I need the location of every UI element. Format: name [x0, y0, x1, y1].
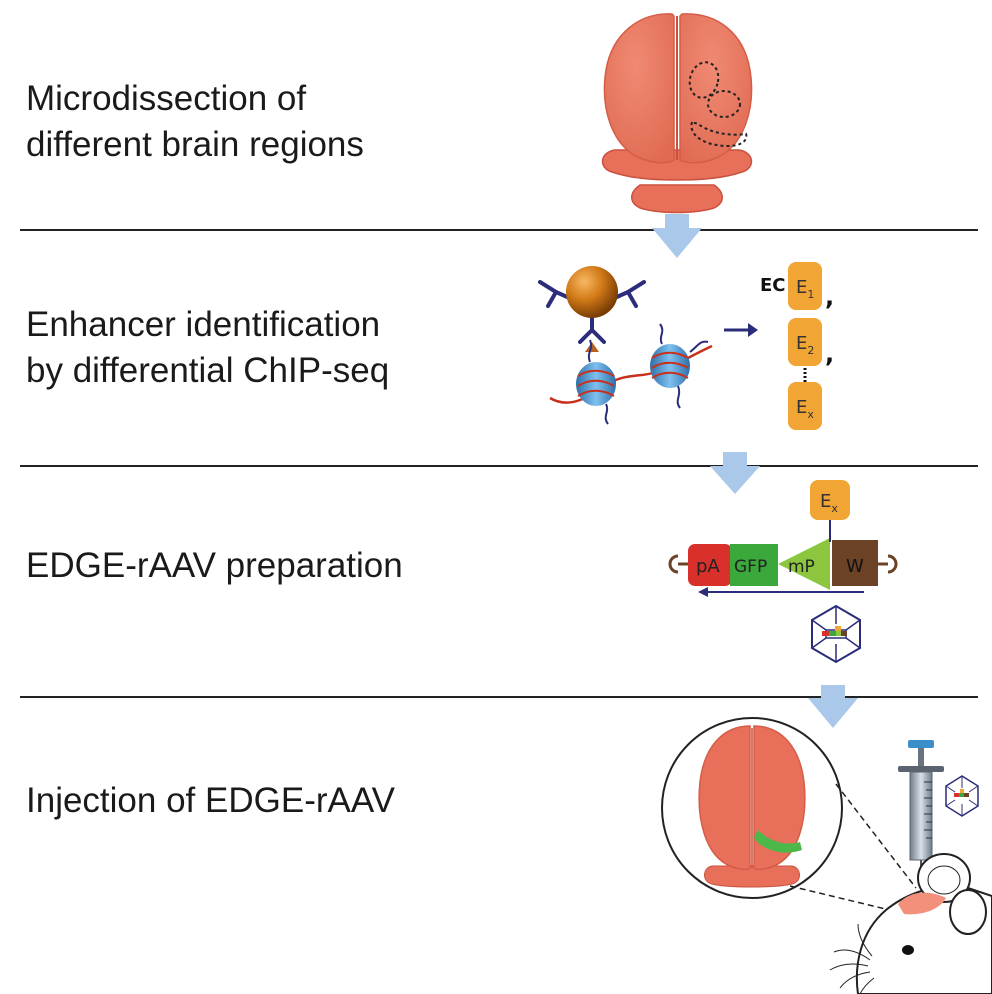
enhancer-sep-1: , — [825, 283, 834, 311]
construct-GFP — [730, 544, 778, 586]
zoom-line-top — [835, 783, 917, 889]
construct-enhancer — [810, 480, 850, 520]
enhancer-sep-2: , — [825, 340, 834, 368]
aav-capsid — [811, 604, 861, 664]
construct-mP — [778, 538, 830, 590]
dissection-region-2 — [707, 90, 741, 118]
enhancer-list: EC E1 , E2 , Ex — [760, 262, 834, 430]
nucleosome-2 — [650, 323, 709, 409]
antibody-bottom — [578, 312, 606, 344]
step-1-label: Microdissection of different brain regio… — [26, 76, 364, 168]
step-1-line-1: Microdissection of — [26, 79, 307, 118]
right-hemisphere-small — [753, 725, 806, 871]
construct-pA — [688, 544, 732, 586]
syringe-plunger-cap — [908, 740, 934, 748]
enhancer-box-1 — [788, 262, 822, 310]
injection-illustration — [661, 717, 992, 994]
construct-W-label: W — [846, 556, 864, 577]
mouse-ear-right — [949, 889, 987, 935]
zoom-line-bottom — [789, 885, 899, 913]
enhancer-list-prefix: EC — [760, 275, 786, 296]
construct-pA-label: pA — [696, 556, 720, 577]
step-3-label: EDGE-rAAV preparation — [26, 543, 403, 589]
left-hemisphere-small — [698, 725, 751, 871]
step-3-line-1: EDGE-rAAV preparation — [26, 546, 403, 585]
left-hemisphere — [603, 13, 675, 164]
right-hemisphere — [679, 13, 753, 164]
construct-mP-label: mP — [788, 557, 815, 577]
edge-raav-construct: pA GFP mP W Ex — [668, 480, 898, 597]
nucleosome-1 — [576, 339, 616, 425]
enhancer-box-1-label: E1 — [796, 277, 814, 301]
step-arrow-3 — [808, 685, 858, 728]
itr-right — [876, 554, 898, 574]
construct-GFP-label: GFP — [734, 557, 767, 577]
mouse-injection-site — [898, 892, 946, 915]
aav-capsid-small — [945, 775, 979, 817]
syringe-barrel — [909, 771, 933, 861]
construct-enhancer-label: Ex — [820, 491, 838, 515]
histone-tag — [585, 342, 599, 352]
step-2-label: Enhancer identification by differential … — [26, 302, 389, 394]
enhancer-box-x-label: Ex — [796, 397, 814, 421]
step-4-line-1: Injection of EDGE-rAAV — [26, 781, 395, 820]
mouse — [829, 853, 992, 994]
enhancer-box-2-label: E2 — [796, 333, 814, 357]
brainstem — [631, 184, 723, 214]
syringe-flange — [898, 766, 944, 772]
step-1-line-2: different brain regions — [26, 125, 364, 164]
step-4-label: Injection of EDGE-rAAV — [26, 778, 395, 824]
enhancer-box-x — [788, 382, 822, 430]
dissection-region-3 — [690, 120, 748, 148]
mouse-ear-left — [917, 853, 971, 903]
step-arrow-2 — [710, 452, 760, 494]
cerebellum-small — [704, 865, 800, 888]
brain-dissection-illustration — [601, 13, 753, 214]
syringe-plunger — [918, 748, 924, 766]
transduced-region — [754, 830, 802, 853]
dissection-region-1 — [688, 61, 720, 99]
construct-W — [832, 540, 878, 586]
step-2-line-1: Enhancer identification — [26, 305, 381, 344]
mouse-eye — [902, 945, 914, 955]
step-arrow-1 — [652, 214, 702, 258]
chip-illustration — [538, 266, 758, 425]
step-2-line-2: by differential ChIP-seq — [26, 351, 390, 390]
enhancer-box-2 — [788, 318, 822, 366]
magnetic-bead — [566, 266, 618, 318]
